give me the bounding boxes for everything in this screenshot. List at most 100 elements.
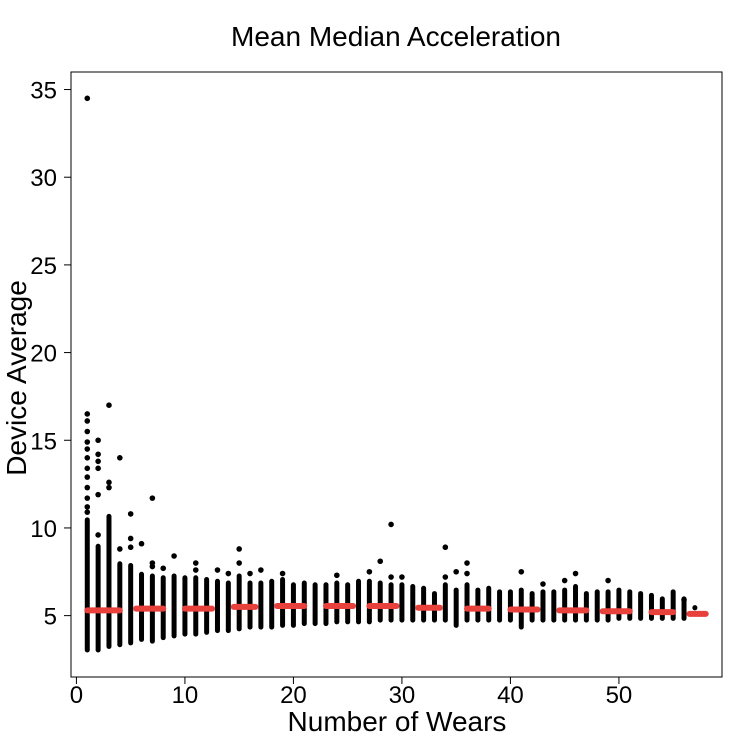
point-column xyxy=(171,573,177,639)
outlier-point xyxy=(572,570,579,577)
y-tick-label: 30 xyxy=(30,165,57,192)
point-column xyxy=(692,605,698,611)
outlier-point xyxy=(95,451,101,458)
outlier-point xyxy=(192,560,199,566)
outlier-point xyxy=(84,428,91,435)
outlier-point xyxy=(236,546,242,552)
outlier-point xyxy=(442,544,449,551)
outlier-point xyxy=(106,402,112,408)
outlier-point xyxy=(84,439,91,445)
outlier-point xyxy=(561,577,568,584)
outlier-point xyxy=(127,544,134,551)
x-tick-label: 30 xyxy=(389,682,416,709)
x-tick-label: 50 xyxy=(606,682,633,709)
outlier-point xyxy=(138,540,145,547)
point-column xyxy=(377,580,383,623)
point-column xyxy=(269,578,275,630)
point-column xyxy=(638,591,644,621)
outlier-point xyxy=(84,509,91,515)
outlier-point xyxy=(681,597,687,603)
point-column xyxy=(551,589,557,623)
outlier-point xyxy=(117,546,123,552)
point-column xyxy=(453,587,459,628)
point-column xyxy=(497,589,503,623)
outlier-point xyxy=(84,454,91,461)
outlier-point xyxy=(236,560,242,566)
point-column xyxy=(410,584,416,623)
point-column xyxy=(507,589,513,623)
x-tick-label: 40 xyxy=(497,682,524,709)
point-column xyxy=(648,592,654,621)
outlier-point xyxy=(258,567,264,573)
point-column xyxy=(583,591,589,623)
outlier-point xyxy=(84,411,91,417)
outlier-point xyxy=(366,568,373,575)
outlier-point xyxy=(95,458,101,465)
outlier-point xyxy=(247,570,253,577)
point-column xyxy=(356,578,362,625)
y-axis-label: Device Average xyxy=(1,280,32,476)
point-column xyxy=(421,585,427,623)
y-tick-label: 10 xyxy=(30,516,57,543)
point-column xyxy=(670,589,676,621)
point-column xyxy=(312,582,318,627)
outlier-point xyxy=(399,574,405,580)
point-column xyxy=(659,596,665,621)
y-tick-label: 20 xyxy=(30,341,57,368)
chart-title: Mean Median Acceleration xyxy=(231,21,561,52)
point-column xyxy=(366,578,372,625)
point-column xyxy=(627,589,633,621)
outlier-point xyxy=(377,558,384,565)
outlier-point xyxy=(117,454,123,461)
outlier-point xyxy=(149,495,156,501)
outlier-point xyxy=(225,570,232,577)
outlier-point xyxy=(106,484,112,491)
point-column xyxy=(334,580,340,625)
outlier-point xyxy=(388,521,394,528)
point-column xyxy=(214,578,220,634)
point-column xyxy=(594,589,600,623)
outlier-point xyxy=(84,474,91,480)
outlier-point xyxy=(334,572,340,579)
outlier-point xyxy=(453,568,459,575)
point-column xyxy=(236,573,242,632)
outlier-point xyxy=(388,574,394,580)
x-tick-label: 0 xyxy=(70,682,83,709)
x-axis-label: Number of Wears xyxy=(288,706,507,737)
point-column xyxy=(540,589,546,623)
x-tick-label: 20 xyxy=(280,682,307,709)
y-tick-label: 25 xyxy=(30,253,57,280)
x-tick-label: 10 xyxy=(172,682,199,709)
point-column xyxy=(128,563,134,646)
outlier-point xyxy=(84,504,91,510)
outlier-point xyxy=(518,568,525,575)
outlier-point xyxy=(95,532,101,538)
y-tick-label: 5 xyxy=(44,604,57,631)
point-column xyxy=(681,596,687,621)
point-column xyxy=(442,582,448,623)
axis-ticks: 0 10 20 30 40 50 5 10 15 20 25 30 35 xyxy=(30,78,632,709)
point-column xyxy=(573,584,579,623)
point-column xyxy=(225,580,231,634)
median-markers xyxy=(84,602,709,617)
outlier-point xyxy=(464,570,470,577)
point-column xyxy=(106,513,112,649)
outlier-point xyxy=(84,446,91,452)
outlier-point xyxy=(95,465,101,472)
point-column xyxy=(117,561,123,648)
point-column xyxy=(84,517,90,653)
point-column xyxy=(475,587,481,623)
outlier-point xyxy=(192,567,199,573)
point-column xyxy=(605,589,611,623)
outlier-point xyxy=(464,560,470,566)
outlier-point xyxy=(605,577,611,584)
point-column xyxy=(399,582,405,623)
outlier-point xyxy=(214,567,221,573)
outlier-point xyxy=(84,484,91,491)
outlier-point xyxy=(540,581,546,587)
plot-frame xyxy=(70,71,723,678)
outlier-point xyxy=(84,465,91,472)
outlier-point xyxy=(106,479,112,486)
outlier-point xyxy=(95,491,101,498)
